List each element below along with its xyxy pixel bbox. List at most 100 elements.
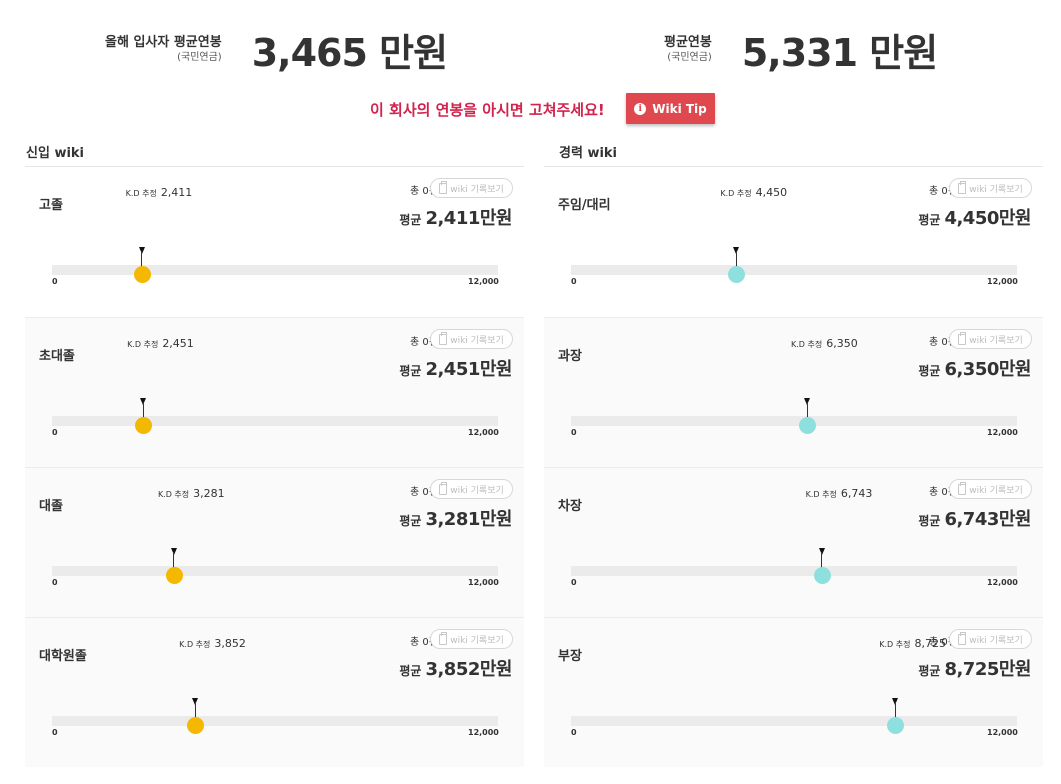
experienced-wiki-column: 경력 wiki 주임/대리 총 0건 wiki 기록보기 평균 4,450만원 0 12,00… [544,136,1043,767]
average-label: 평균 [918,364,941,378]
salary-range-track [52,716,498,726]
new-hire-average-title: 올해 입사자 평균연봉 [105,35,222,50]
salary-position-dot [135,417,153,434]
wiki-history-button[interactable]: wiki 기록보기 [430,629,513,649]
salary-range-track [571,416,1017,426]
kd-value: 4,450 [755,186,788,199]
clipboard-icon [439,631,448,645]
kd-value: 8,725 [914,637,946,650]
card-title: 차장 [558,499,582,514]
new-hire-average-block: 올해 입사자 평균연봉 (국민연금) 3,465 만원 [105,22,448,77]
wiki-history-button[interactable]: wiki 기록보기 [430,329,513,349]
correction-prompt-text: 이 회사의 연봉을 아시면 고쳐주세요! [370,101,605,119]
salary-range-track [52,566,498,576]
average-salary: 평균 3,281만원 [399,505,512,531]
card-title: 부장 [558,649,582,664]
kd-value: 2,451 [162,337,194,350]
axis-min-label: 0 [571,578,577,587]
card-title: 고졸 [39,198,63,213]
salary-summary: 올해 입사자 평균연봉 (국민연금) 3,465 만원 평균연봉 (국민연금) … [0,0,1061,90]
salary-position-dot [133,266,151,283]
marker-stem [142,402,144,420]
wiki-count: 총 0건 [410,637,438,648]
kd-label: K.D 추정 [805,490,837,499]
marker-stem [194,702,196,720]
marker-stem [173,552,175,570]
newcomer-wiki-column: 신입 wiki 고졸 총 0건 wiki 기록보기 평균 2,411만원 0 12,000 K.… [25,136,524,767]
kd-value: 6,350 [826,337,858,350]
clipboard-icon [958,331,967,345]
axis-max-label: 12,000 [468,428,499,437]
axis-min-label: 0 [52,277,58,286]
kd-label: K.D 추정 [879,640,911,649]
kd-label: K.D 추정 [157,490,190,499]
marker-stem [735,251,737,269]
salary-position-dot [165,567,183,584]
kd-value: 2,411 [160,186,193,199]
wiki-history-button[interactable]: wiki 기록보기 [949,629,1032,649]
average-label: 평균 [918,664,941,678]
wiki-history-button[interactable]: wiki 기록보기 [949,329,1032,349]
overall-average-title: 평균연봉 [664,35,712,50]
axis-min-label: 0 [52,578,58,587]
wiki-history-button[interactable]: wiki 기록보기 [949,178,1032,198]
salary-card: 고졸 총 0건 wiki 기록보기 평균 2,411만원 0 12,000 K.D 추정 2,4… [25,167,524,317]
average-salary: 평균 2,411만원 [399,204,512,230]
clipboard-icon [439,180,448,194]
kd-label: K.D 추정 [720,189,752,198]
kd-label: K.D 추정 [179,640,211,649]
wiki-tip-button[interactable]: i Wiki Tip [626,93,715,124]
salary-card: 과장 총 0건 wiki 기록보기 평균 6,350만원 0 12,000 K.D 추정 6,3… [544,317,1043,467]
salary-card: 주임/대리 총 0건 wiki 기록보기 평균 4,450만원 0 12,000 K.D 추정… [544,167,1043,317]
salary-card: 대졸 총 0건 wiki 기록보기 평균 3,281만원 0 12,000 K.D 추정 3,2… [25,467,524,617]
overall-average-source: (국민연금) [667,52,712,63]
new-hire-average-label: 올해 입사자 평균연봉 (국민연금) [105,35,222,64]
kd-value: 3,852 [214,637,246,650]
average-salary: 평균 6,350만원 [918,355,1031,381]
marker-pin-icon [818,548,825,555]
overall-average-label: 평균연봉 (국민연금) [664,35,712,64]
kd-estimate-label: K.D 추정 6,350 [791,337,858,350]
kd-estimate-label: K.D 추정 2,451 [127,337,194,350]
average-value: 6,350만원 [944,359,1031,380]
kd-estimate-label: K.D 추정 3,852 [179,637,246,650]
marker-stem [821,552,823,570]
axis-max-label: 12,000 [468,578,499,587]
average-label: 평균 [399,664,422,678]
card-title: 초대졸 [39,349,75,364]
axis-min-label: 0 [52,428,58,437]
average-salary: 평균 2,451만원 [399,355,512,381]
marker-stem [894,702,896,720]
card-title: 대졸 [39,499,63,514]
average-salary: 평균 3,852만원 [399,655,512,681]
card-title: 과장 [558,349,582,364]
info-icon: i [634,102,647,115]
axis-min-label: 0 [571,728,577,737]
wiki-count: 총 0건 [929,337,957,348]
wiki-history-button[interactable]: wiki 기록보기 [430,479,513,499]
marker-pin-icon [192,698,199,705]
marker-pin-icon [170,548,177,555]
axis-min-label: 0 [571,428,577,437]
marker-pin-icon [804,398,810,405]
wiki-history-button[interactable]: wiki 기록보기 [949,479,1032,499]
salary-range-track [571,566,1017,576]
wiki-history-button[interactable]: wiki 기록보기 [430,178,513,198]
card-title: 주임/대리 [558,198,611,213]
kd-label: K.D 추정 [127,340,159,349]
wiki-history-label: wiki 기록보기 [969,335,1023,346]
kd-estimate-label: K.D 추정 4,450 [720,186,787,199]
average-value: 2,451만원 [425,359,512,380]
wiki-history-label: wiki 기록보기 [969,184,1023,195]
average-salary: 평균 4,450만원 [918,204,1031,230]
newcomer-wiki-title: 신입 wiki [25,136,524,167]
salary-position-dot [728,266,746,283]
marker-stem [141,251,143,269]
axis-min-label: 0 [571,277,577,286]
new-hire-average-source: (국민연금) [177,52,222,63]
average-label: 평균 [918,213,941,227]
marker-stem [806,402,808,420]
salary-position-dot [813,567,831,584]
kd-label: K.D 추정 [125,189,157,198]
axis-max-label: 12,000 [468,728,499,737]
